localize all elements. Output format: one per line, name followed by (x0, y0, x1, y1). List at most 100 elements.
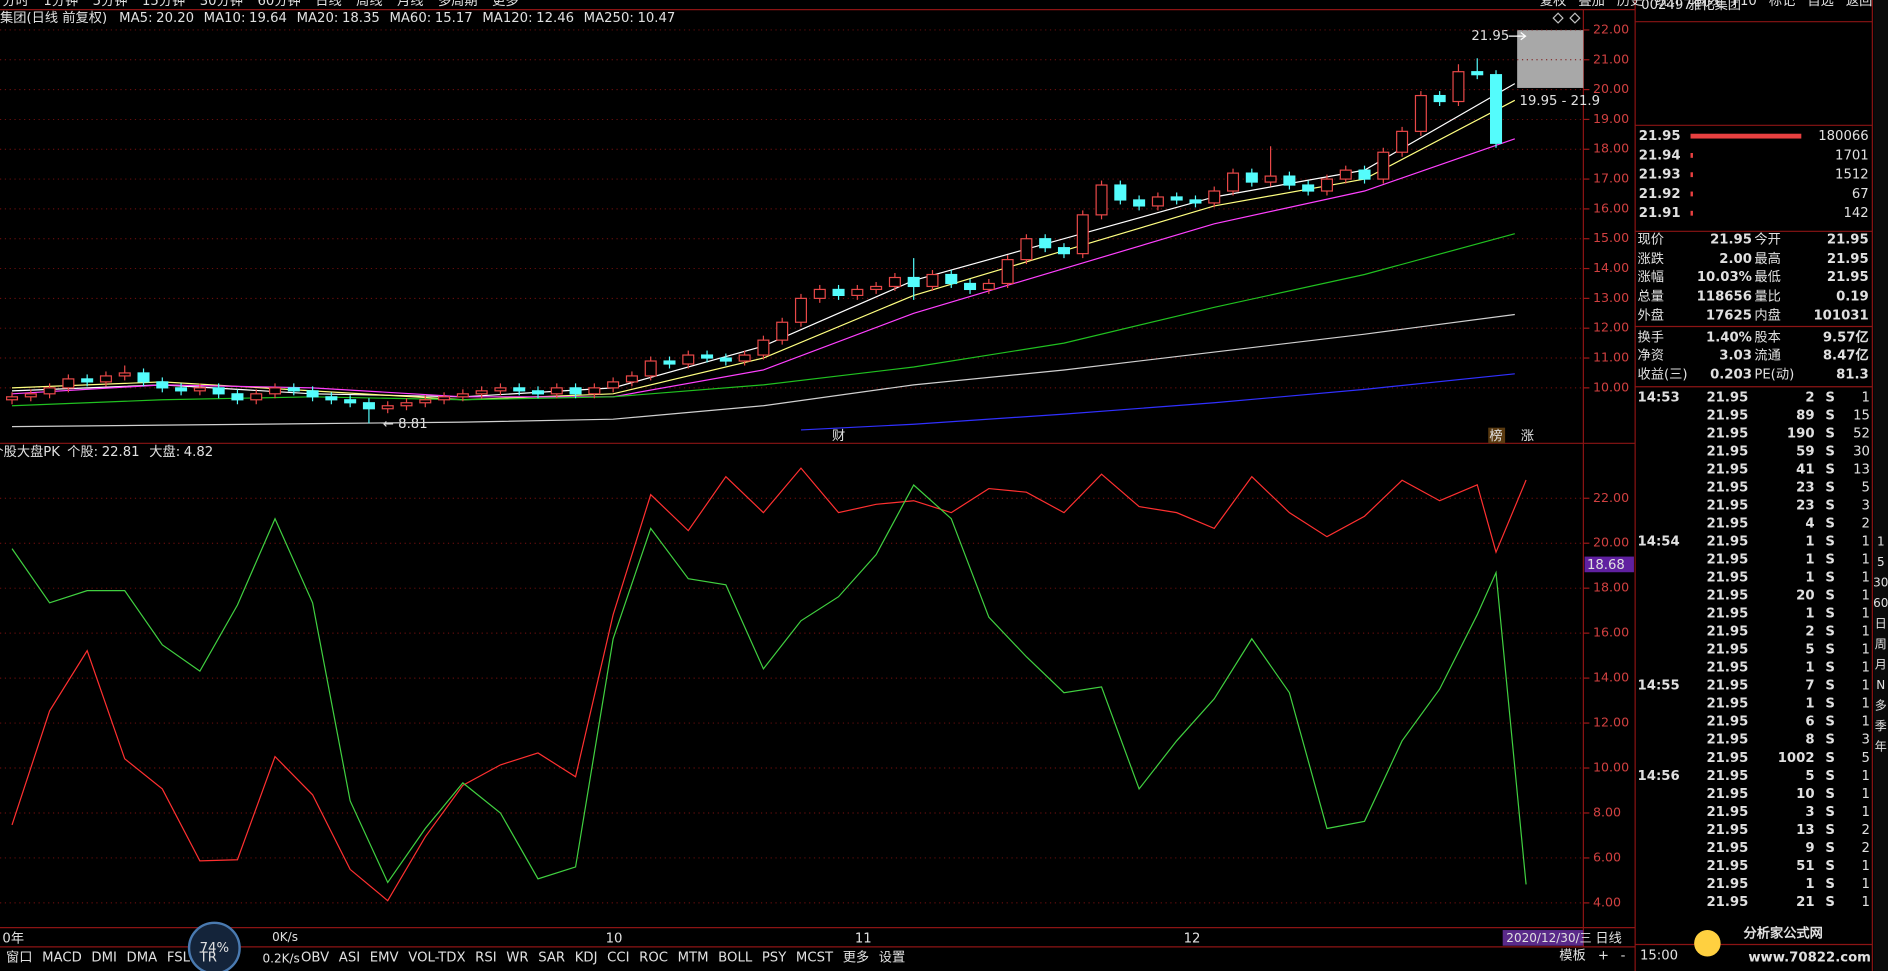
tick-count: 1 (1862, 715, 1870, 730)
side-button[interactable]: 30 (1873, 576, 1888, 590)
side-button[interactable]: 年 (1875, 739, 1887, 753)
candle-body (1114, 184, 1127, 201)
tool-item[interactable]: 历史 (1617, 0, 1643, 9)
tick-side: S (1825, 859, 1835, 874)
candle-body (607, 381, 620, 389)
stat-label: 外盘 (1638, 307, 1664, 324)
y-tick-label: 10.00 (1593, 379, 1629, 394)
toolbar-item[interactable]: DMI (91, 951, 117, 966)
tick-price: 21.95 (1706, 697, 1748, 712)
toolbar-item[interactable]: BOLL (718, 951, 753, 966)
toolbar-item[interactable]: VOL-TDX (408, 951, 465, 966)
toolbar-item[interactable]: KDJ (575, 951, 598, 966)
side-button[interactable]: 周 (1875, 637, 1887, 651)
side-button[interactable]: 60 (1873, 596, 1888, 610)
chart-button[interactable]: + (1598, 948, 1609, 963)
tick-price: 21.95 (1706, 445, 1748, 460)
tick-volume: 190 (1787, 427, 1815, 442)
toolbar-item[interactable]: WR (506, 951, 528, 966)
menu-item[interactable]: 月线 (397, 0, 423, 9)
side-button[interactable]: 日 (1875, 617, 1887, 631)
tick-count: 5 (1862, 481, 1870, 496)
menu-item[interactable]: 日线 (315, 0, 341, 9)
toolbar-item[interactable]: FSL (167, 951, 191, 966)
tick-price: 21.95 (1706, 481, 1748, 496)
chart-button[interactable]: 模板 (1559, 947, 1585, 963)
toolbar-item[interactable]: SAR (538, 951, 565, 966)
toolbar-item[interactable]: MCST (796, 951, 834, 966)
toolbar-item[interactable]: 设置 (879, 950, 905, 966)
tool-item[interactable]: 标记 (1769, 0, 1795, 9)
side-button[interactable]: 5 (1877, 555, 1885, 569)
menu-item[interactable]: 60分钟 (257, 0, 300, 9)
tool-item[interactable]: 复权 (1540, 0, 1566, 9)
tool-item[interactable]: 自选 (1807, 0, 1833, 9)
y-tick-label: 18.00 (1593, 141, 1629, 156)
toolbar-item[interactable]: TR (199, 951, 217, 966)
book-volume: 1701 (1835, 148, 1869, 163)
tick-side: S (1825, 463, 1835, 478)
candle-body (1433, 94, 1446, 103)
net-down: 0.2K/s (262, 951, 299, 965)
menu-item[interactable]: 1分钟 (43, 0, 78, 9)
candle-body (832, 288, 845, 296)
candle-body (1245, 172, 1258, 183)
menu-item[interactable]: 30分钟 (200, 0, 243, 9)
tool-item[interactable]: F10 (1732, 0, 1756, 9)
toolbar-item[interactable]: DMA (127, 951, 158, 966)
tool-item[interactable]: 返回 (1846, 0, 1872, 9)
menu-item[interactable]: 周线 (356, 0, 382, 9)
candle-body (1283, 175, 1296, 186)
y-tick-label: 22.00 (1593, 490, 1629, 505)
side-button[interactable]: 多 (1875, 698, 1887, 712)
tool-item[interactable]: 叠加 (1578, 0, 1604, 9)
net-widget[interactable] (187, 921, 241, 971)
side-button[interactable]: 季 (1875, 719, 1887, 733)
tool-item[interactable]: 统计 (1655, 0, 1681, 9)
current-date[interactable]: 2020/12/30/三 (1506, 931, 1591, 945)
menu-item[interactable]: 分时 (2, 0, 28, 9)
menu-item[interactable]: 多周期 (438, 0, 478, 9)
candle-body (438, 396, 451, 401)
candle-body (1170, 196, 1183, 201)
menu-item[interactable]: 更多 (492, 0, 518, 9)
tick-price: 21.95 (1706, 517, 1748, 532)
toolbar-item[interactable]: CCI (607, 951, 629, 966)
side-button[interactable]: 月 (1875, 658, 1887, 672)
toolbar-item[interactable]: 更多 (843, 949, 869, 966)
menu-item[interactable]: 5分钟 (93, 0, 128, 9)
candle-body (682, 354, 695, 365)
menu-item[interactable]: 15分钟 (142, 0, 185, 9)
toolbar-item[interactable]: PSY (762, 951, 787, 966)
tick-volume: 23 (1796, 481, 1814, 496)
toolbar-item[interactable]: EMV (370, 951, 399, 966)
toolbar-item[interactable]: ROC (639, 951, 668, 966)
y-tick-label: 6.00 (1593, 849, 1621, 864)
tool-item[interactable]: 画线 (1694, 0, 1720, 9)
ma-line (800, 373, 1515, 431)
side-button[interactable]: 1 (1877, 535, 1885, 549)
stat-label: 现价 (1638, 233, 1664, 248)
stat-value: 21.95 (1827, 252, 1869, 267)
toolbar-item[interactable]: ASI (339, 951, 360, 966)
chart-button[interactable]: - (1621, 948, 1626, 963)
candle-body (1039, 238, 1052, 249)
toolbar-item[interactable]: MTM (678, 951, 709, 966)
candle-body (118, 372, 131, 377)
side-button[interactable]: N (1876, 678, 1885, 692)
tick-side: S (1825, 517, 1835, 532)
toolbar-item[interactable]: RSI (475, 951, 496, 966)
ma-line (12, 313, 1515, 428)
period[interactable]: 日线 (1595, 930, 1621, 946)
stat-label: 净资 (1638, 347, 1664, 363)
toolbar-item[interactable]: 窗口 (6, 949, 32, 966)
legend-label: MA10: (204, 11, 246, 26)
tick-price: 21.95 (1706, 535, 1748, 550)
toolbar-item[interactable]: MACD (42, 951, 82, 966)
side-bar (1873, 0, 1888, 971)
candle-body (1133, 199, 1146, 207)
tick-volume: 6 (1805, 715, 1814, 730)
toolbar-item[interactable]: OBV (301, 951, 329, 966)
tick-price: 21.95 (1706, 661, 1748, 676)
